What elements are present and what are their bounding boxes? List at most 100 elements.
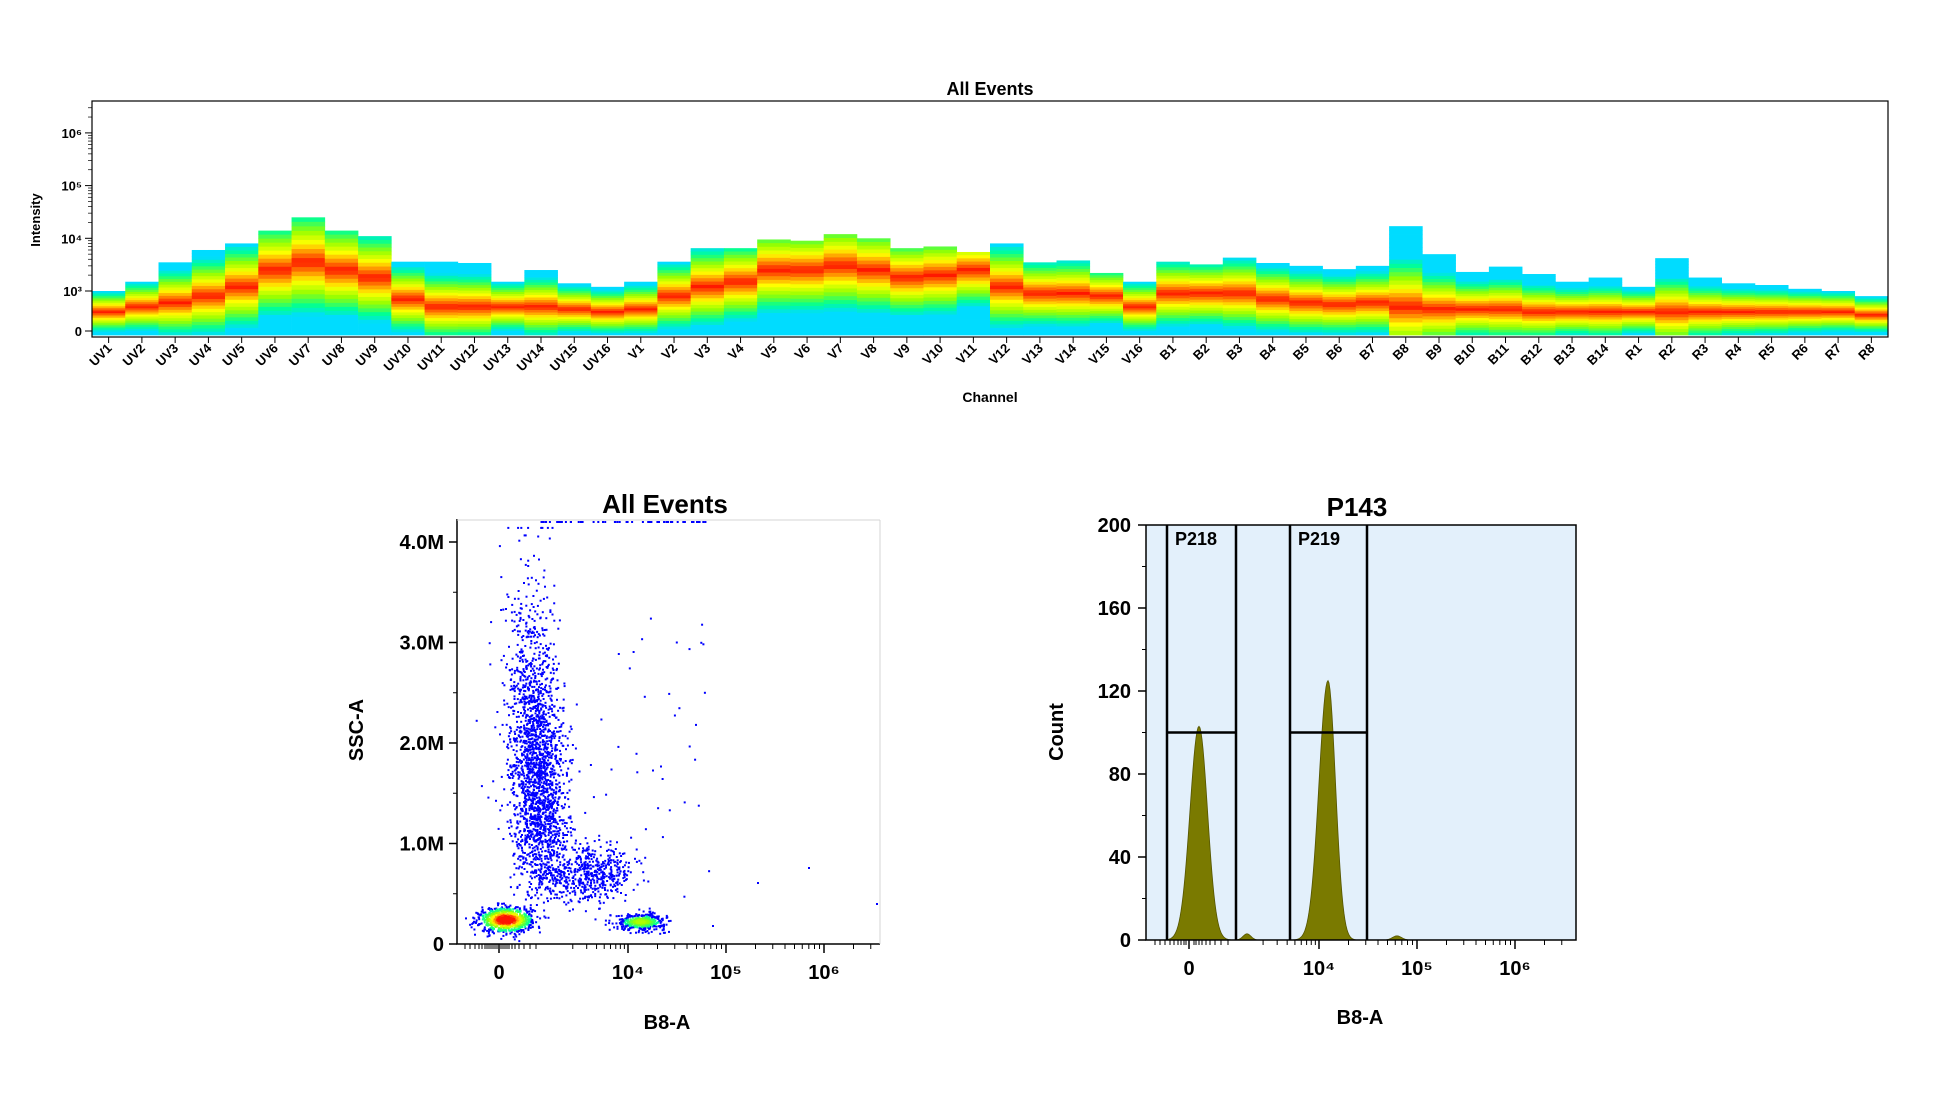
- spectrum-cell: [1488, 269, 1523, 273]
- spectrum-cell: [790, 305, 824, 311]
- spectrum-cell: [1854, 302, 1889, 304]
- scatter-point: [546, 755, 549, 758]
- spectrum-x-tick-label: V5: [758, 341, 780, 363]
- scatter-point: [544, 775, 547, 777]
- spectrum-cell: [757, 312, 791, 318]
- scatter-point: [513, 698, 516, 700]
- spectrum-bar-b7: [1355, 265, 1390, 336]
- scatter-point: [523, 912, 526, 915]
- scatter-point: [491, 922, 494, 925]
- spectrum-cell: [1256, 262, 1290, 267]
- scatter-point: [537, 690, 540, 693]
- scatter-point: [557, 838, 559, 841]
- scatter-point: [565, 894, 568, 897]
- scatter-point: [588, 853, 591, 856]
- spectrum-cell: [1222, 317, 1257, 321]
- scatter-point: [501, 902, 504, 905]
- spectrum-bar-uv14: [524, 270, 558, 336]
- scatter-point: [530, 799, 533, 802]
- scatter-point: [552, 821, 555, 823]
- scatter-point: [572, 881, 575, 884]
- scatter-point: [524, 749, 527, 752]
- scatter-point: [542, 731, 545, 733]
- spectrum-cell: [191, 328, 226, 333]
- scatter-point: [510, 706, 512, 709]
- spectrum-cell: [956, 325, 991, 330]
- scatter-point: [576, 870, 579, 873]
- scatter-point: [554, 883, 557, 886]
- spectrum-cell: [324, 290, 359, 296]
- spectrum-cell: [158, 321, 193, 325]
- spectrum-cell: [990, 313, 1024, 318]
- spectrum-cell: [856, 320, 891, 325]
- scatter-point: [553, 769, 556, 772]
- scatter-point: [495, 921, 497, 924]
- spectrum-bar-v5: [757, 239, 791, 336]
- scatter-point: [524, 716, 527, 719]
- spectrum-cell: [358, 296, 392, 302]
- scatter-point: [516, 887, 519, 889]
- spectrum-cell: [890, 301, 924, 306]
- spectrum-cell: [923, 287, 958, 292]
- scatter-point: [517, 526, 520, 529]
- spectrum-cell: [391, 264, 425, 268]
- spectrum-cell: [1123, 324, 1157, 328]
- scatter-point: [541, 754, 544, 757]
- spectrum-cell: [358, 323, 392, 328]
- scatter-point: [536, 773, 539, 776]
- spectrum-bar-r1: [1621, 286, 1656, 336]
- spectrum-cell: [291, 239, 326, 245]
- scatter-point: [512, 787, 515, 790]
- spectrum-cell: [1555, 316, 1589, 320]
- scatter-point: [569, 817, 572, 820]
- scatter-point: [549, 816, 552, 819]
- spectrum-cell: [391, 312, 425, 316]
- scatter-point: [486, 935, 489, 938]
- scatter-point: [614, 848, 617, 850]
- scatter-point: [591, 865, 594, 868]
- scatter-point: [585, 857, 588, 860]
- scatter-point: [489, 927, 492, 929]
- scatter-point: [553, 705, 556, 708]
- scatter-point: [515, 684, 518, 687]
- scatter-point: [525, 621, 528, 624]
- spectrum-cell: [557, 307, 592, 310]
- scatter-point: [549, 773, 552, 776]
- scatter-point: [522, 851, 525, 854]
- scatter-point: [488, 642, 491, 645]
- scatter-point: [528, 809, 531, 812]
- spectrum-cell: [125, 285, 159, 289]
- scatter-point: [542, 876, 545, 879]
- scatter-point: [522, 753, 525, 756]
- spectrum-cell: [1721, 287, 1756, 290]
- spectrum-cell: [1721, 319, 1756, 322]
- scatter-point: [519, 558, 522, 561]
- scatter-point: [612, 897, 615, 900]
- spectrum-cell: [890, 314, 924, 319]
- scatter-point: [554, 748, 557, 751]
- spectrum-cell: [391, 315, 425, 319]
- scatter-point: [535, 641, 538, 644]
- scatter-point: [518, 620, 521, 622]
- spectrum-cell: [923, 273, 958, 278]
- scatter-point: [505, 919, 508, 922]
- scatter-point: [539, 683, 542, 686]
- scatter-point: [566, 863, 569, 866]
- spectrum-cell: [524, 297, 558, 301]
- spectrum-cell: [1555, 318, 1589, 322]
- scatter-point: [534, 816, 537, 818]
- spectrum-cell: [1322, 322, 1357, 326]
- spectrum-cell: [158, 267, 193, 272]
- spectrum-cell: [557, 299, 592, 302]
- scatter-point: [512, 793, 515, 796]
- spectrum-cell: [690, 254, 725, 259]
- spectrum-cell: [823, 276, 858, 282]
- scatter-point: [524, 857, 527, 860]
- spectrum-cell: [1023, 290, 1057, 294]
- spectrum-cell: [1522, 323, 1556, 327]
- spectrum-cell: [1256, 315, 1290, 319]
- scatter-point: [522, 670, 525, 673]
- scatter-point: [509, 738, 512, 741]
- scatter-point: [545, 805, 548, 808]
- scatter-point: [566, 791, 569, 794]
